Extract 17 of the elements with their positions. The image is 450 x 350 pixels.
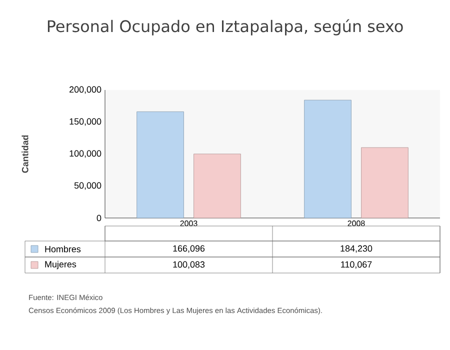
data-label: 110,067 <box>341 261 372 269</box>
y-axis-title: Cantidad <box>22 135 28 173</box>
data-label: 184,230 <box>340 245 372 253</box>
y-tick-label: 150,000 <box>70 118 102 126</box>
legend-label: Hombres <box>45 246 81 252</box>
chart-title: Personal Ocupado en Iztapalapa, según sexo <box>48 19 403 36</box>
y-tick-label: 200,000 <box>70 86 102 94</box>
bar <box>194 154 241 218</box>
bar <box>304 100 352 218</box>
bar <box>361 147 408 218</box>
legend-label: Mujeres <box>45 260 76 270</box>
data-label: 100,083 <box>173 261 205 269</box>
y-tick-label: 50,000 <box>74 182 102 190</box>
bar <box>136 111 184 218</box>
y-tick-label: 0 <box>96 214 102 222</box>
data-label: 166,096 <box>173 245 205 253</box>
y-tick-label: 100,000 <box>70 150 102 158</box>
